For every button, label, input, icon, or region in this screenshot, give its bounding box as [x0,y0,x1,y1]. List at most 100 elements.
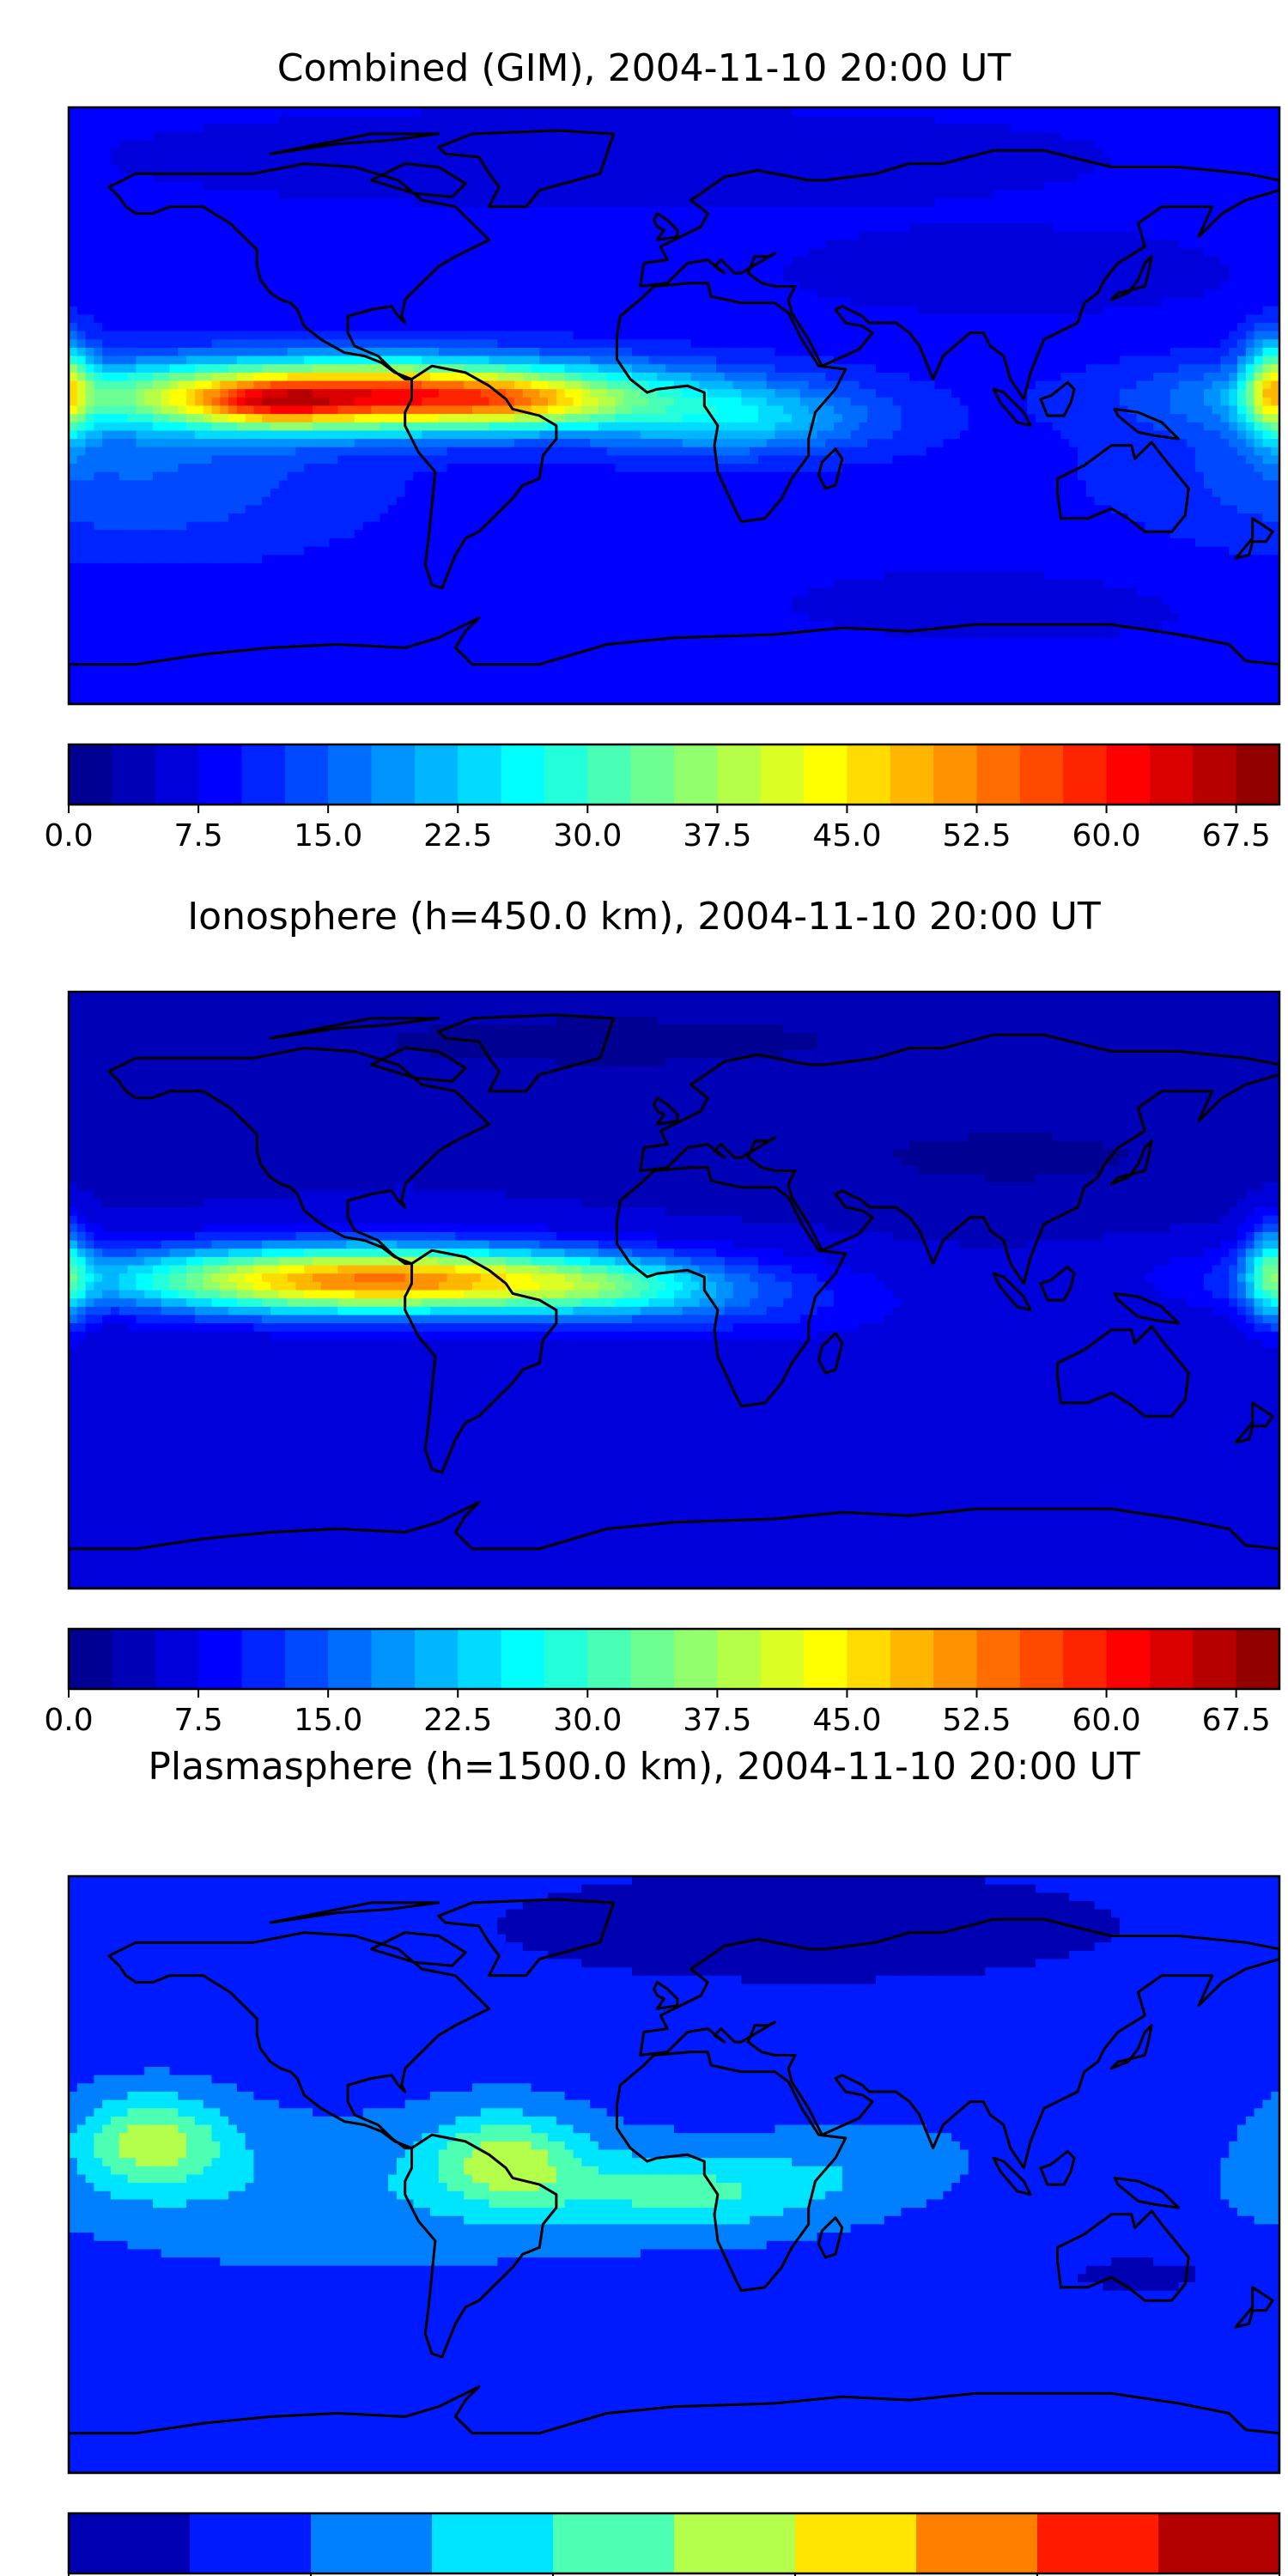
colorbar-level [458,1629,502,1689]
field-heatmap [69,992,1279,1589]
map-panel-1: 0.0 7.5 15.0 22.5 30.0 37.5 45.0 52.5 60.0 67.5 [44,990,1281,1738]
colorbar-level [674,2513,796,2573]
coastline-sumatra [992,2156,1032,2196]
colorbar-tick-label: 52.5 [942,1703,1011,1738]
coastline-eurasia [639,1033,1279,1285]
colorbar-level [328,744,372,805]
coastline-madagascar [817,1332,844,1375]
colorbar-level [933,1629,977,1689]
field-heatmap [69,1876,1279,2473]
coastline-australia [1056,2209,1190,2302]
coastline-madagascar [817,2216,844,2259]
colorbar-level [674,744,718,805]
colorbar-tick-label: 52.5 [942,818,1011,854]
colorbar-level [587,1629,632,1689]
coastline-north-america [107,162,491,381]
colorbar-level [1149,1629,1194,1689]
coastline-south-america [404,2133,558,2359]
colorbar-tick-label: 22.5 [423,1703,492,1738]
coastline-madagascar [817,447,844,490]
colorbar-level [371,1629,416,1689]
coastline-britain [653,212,679,241]
colorbar-level [69,2513,191,2573]
colorbar-level [198,744,242,805]
colorbar-frame [67,743,1281,806]
colorbar-tick-label: 0.0 [44,818,93,854]
panel-title-ionosphere: Ionosphere (h=450.0 km), 2004-11-10 20:0… [0,893,1288,941]
coastline-greenland [437,1898,615,1978]
panel-title-plasmasphere: Plasmasphere (h=1500.0 km), 2004-11-10 2… [0,1743,1288,1791]
colorbar-2: 0510152025 [67,2512,1281,2576]
colorbar-level [1158,2513,1280,2573]
coastline-new-guinea [1113,2176,1180,2209]
colorbar-level [1019,1629,1064,1689]
colorbar-level [198,1629,242,1689]
coastline-australia [1056,440,1190,533]
coastline-south-america [404,1249,558,1474]
map-panel-0: 0.0 7.5 15.0 22.5 30.0 37.5 45.0 52.5 60.0 67.5 [44,106,1281,854]
coastline-sumatra [992,387,1032,428]
colorbar-level [804,744,848,805]
coastline-new-guinea [1113,407,1180,440]
coastline-baffin [370,1047,467,1083]
colorbar-level [976,744,1021,805]
colorbar-level [553,2513,675,2573]
colorbar-level [890,1629,934,1689]
map-frame [67,1874,1281,2475]
colorbar-level [1063,1629,1108,1689]
coastline-borneo [1039,381,1076,417]
coastline-japan [1109,1139,1153,1186]
colorbar-level [501,1629,545,1689]
colorbar-level [916,2513,1038,2573]
coastline-antarctica [69,2385,1279,2473]
colorbar-0: 0.0 7.5 15.0 22.5 30.0 37.5 45.0 52.5 60.0 67.5 [44,743,1281,854]
map-frame [67,106,1281,706]
colorbar-level [717,1629,762,1689]
coastline-eurasia [639,149,1279,401]
colorbar-tick-label: 7.5 [173,1703,222,1738]
colorbar-tick-label: 45.0 [812,1703,881,1738]
coastline-britain [653,1981,679,2010]
coastline-antarctica [69,617,1279,704]
colorbar-tick-label: 45.0 [812,818,881,854]
colorbar-level [241,1629,286,1689]
colorbar-level [284,744,329,805]
colorbar-level [190,2513,312,2573]
coastline-arctic-islands [269,1017,440,1040]
colorbar-tick-label: 30.0 [553,1703,622,1738]
colorbar-frame [67,1627,1281,1691]
coastline-arctic-islands [269,1901,440,1924]
panel-title-combined: Combined (GIM), 2004-11-10 20:00 UT [0,45,1288,93]
coastline-baffin [370,1931,467,1967]
colorbar-tick-label: 37.5 [683,818,751,854]
coastlines [69,1013,1279,1589]
colorbar-level [1106,744,1151,805]
colorbar-level [458,744,502,805]
colorbar-tick-label: 67.5 [1202,1703,1271,1738]
coastline-new-guinea [1113,1291,1180,1325]
field-heatmap [69,107,1279,704]
colorbar-level [69,1629,112,1689]
colorbar-level [414,744,459,805]
colorbar-level [1063,744,1108,805]
coastline-japan [1109,255,1153,301]
coastline-north-america [107,1931,491,2150]
colorbar-level [804,1629,848,1689]
coastline-new-zealand [1234,2286,1274,2329]
colorbar-tick-label: 60.0 [1072,1703,1140,1738]
coastline-africa [615,282,848,524]
colorbar-level [1106,1629,1151,1689]
colorbar-level [328,1629,372,1689]
coastline-sumatra [992,1272,1032,1312]
coastline-antarctica [69,1501,1279,1589]
coastline-africa [615,1166,848,1408]
colorbar-level [976,1629,1021,1689]
colorbar-tick-label: 37.5 [683,1703,751,1738]
colorbar-tick-label: 0.0 [44,1703,93,1738]
colorbar-level [890,744,934,805]
coastline-eurasia [639,1917,1279,2170]
coastline-new-zealand [1234,1401,1274,1444]
colorbar-1: 0.0 7.5 15.0 22.5 30.0 37.5 45.0 52.5 60.0 67.5 [44,1627,1281,1738]
coastline-south-america [404,364,558,590]
